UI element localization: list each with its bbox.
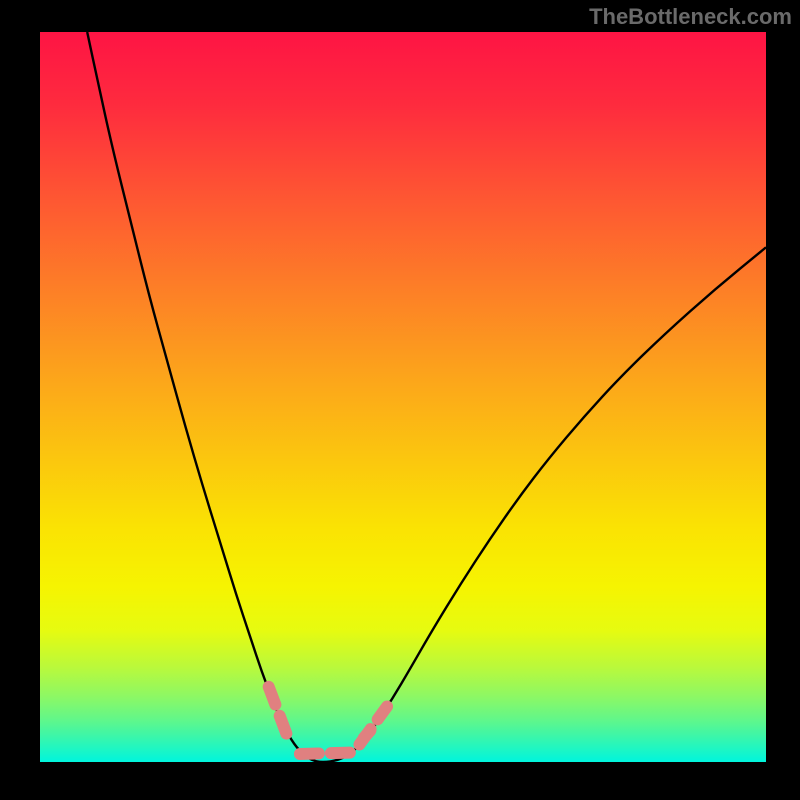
- watermark-label: TheBottleneck.com: [589, 4, 792, 30]
- bottleneck-chart: TheBottleneck.com: [0, 0, 800, 800]
- optimal-range-marker-3: [364, 731, 371, 738]
- chart-svg: [0, 0, 800, 800]
- gradient-plot-area: [40, 32, 766, 762]
- optimal-range-marker-1: [300, 753, 352, 754]
